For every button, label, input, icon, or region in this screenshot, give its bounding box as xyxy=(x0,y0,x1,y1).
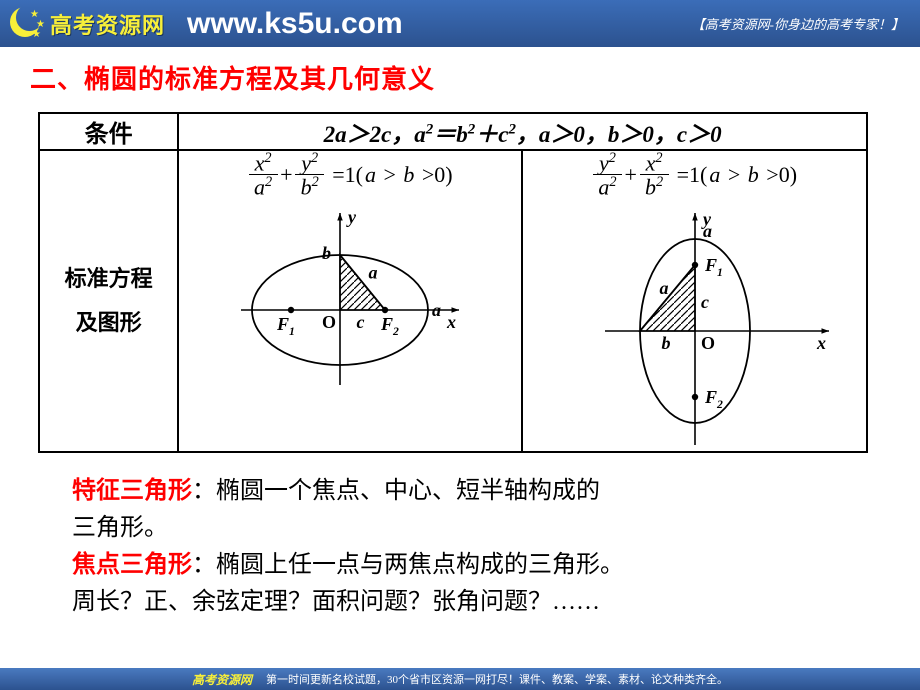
figure-horizontal-ellipse: y x Ob a c F1 F2 a xyxy=(235,205,465,390)
svg-text:c: c xyxy=(357,312,365,332)
svg-text:x: x xyxy=(446,312,456,332)
cell-vertical-ellipse: y2a2 + x2b2 =1(a > b >0) yxOaacbF1F2 xyxy=(522,150,867,452)
note-line3: 焦点三角形：椭圆上任一点与两焦点构成的三角形。 xyxy=(72,547,892,584)
svg-text:y: y xyxy=(346,207,357,227)
svg-text:a: a xyxy=(432,300,441,320)
cell-horizontal-ellipse: x2a2 + y2b2 =1(a > b >0) y x Ob a c F1 F2 a xyxy=(178,150,522,452)
svg-text:b: b xyxy=(322,243,331,263)
row2-label-2: 及图形 xyxy=(40,301,177,345)
row2-label: 标准方程 及图形 xyxy=(39,150,178,452)
header-url: www.ks5u.com xyxy=(187,7,403,41)
svg-text:c: c xyxy=(701,292,709,312)
notes: 特征三角形：椭圆一个焦点、中心、短半轴构成的 三角形。 焦点三角形：椭圆上任一点… xyxy=(72,473,892,622)
page-header: ★ ★ ★ 高考资源网 www.ks5u.com 【高考资源网-你身边的高考专家… xyxy=(0,0,920,47)
equation-vertical: y2a2 + x2b2 =1(a > b >0) xyxy=(523,151,866,199)
svg-text:a: a xyxy=(703,221,712,241)
ellipse-table: 条件 2a＞2c，a2＝b2＋c2，a＞0，b＞0，c＞0 标准方程 及图形 x… xyxy=(38,112,868,453)
page-footer: 高考资源网 第一时间更新名校试题，30个省市区资源一网打尽！课件、教案、学案、素… xyxy=(0,668,920,690)
svg-text:x: x xyxy=(816,333,826,353)
row2-label-1: 标准方程 xyxy=(40,257,177,301)
logo-text: 高考资源网 xyxy=(50,8,165,40)
section-title: 二、椭圆的标准方程及其几何意义 xyxy=(30,59,892,96)
header-tagline: 【高考资源网-你身边的高考专家！】 xyxy=(692,14,904,33)
row1-label: 条件 xyxy=(39,113,178,150)
note-line4: 周长？正、余弦定理？面积问题？张角问题？…… xyxy=(72,584,892,621)
footer-text: 第一时间更新名校试题，30个省市区资源一网打尽！课件、教案、学案、素材、论文种类… xyxy=(266,671,728,687)
content: 二、椭圆的标准方程及其几何意义 条件 2a＞2c，a2＝b2＋c2，a＞0，b＞… xyxy=(0,47,920,622)
note-line2: 三角形。 xyxy=(72,510,892,547)
condition-cell: 2a＞2c，a2＝b2＋c2，a＞0，b＞0，c＞0 xyxy=(178,113,867,150)
equation-horizontal: x2a2 + y2b2 =1(a > b >0) xyxy=(179,151,521,199)
svg-text:O: O xyxy=(322,312,336,332)
svg-text:F1: F1 xyxy=(276,314,295,338)
svg-text:b: b xyxy=(661,333,670,353)
svg-text:F2: F2 xyxy=(704,387,723,411)
svg-text:F2: F2 xyxy=(380,314,399,338)
logo: ★ ★ ★ 高考资源网 xyxy=(0,5,165,43)
svg-text:F1: F1 xyxy=(704,255,723,279)
svg-text:a: a xyxy=(659,278,668,298)
svg-text:O: O xyxy=(701,333,715,353)
note-line1: 特征三角形：椭圆一个焦点、中心、短半轴构成的 xyxy=(72,473,892,510)
logo-icon: ★ ★ ★ xyxy=(8,5,46,43)
svg-text:a: a xyxy=(369,262,378,282)
figure-vertical-ellipse: yxOaacbF1F2 xyxy=(555,205,835,451)
footer-logo: 高考资源网 xyxy=(192,671,252,688)
